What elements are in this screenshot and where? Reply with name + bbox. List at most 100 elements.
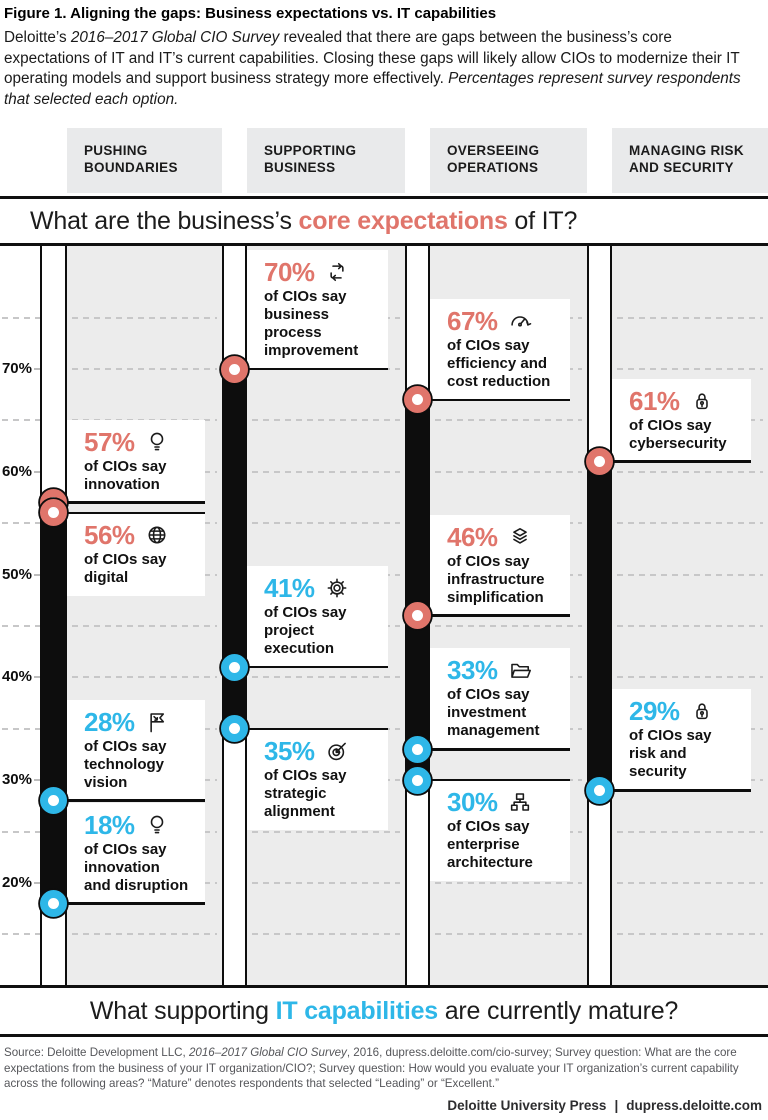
data-label: 30% of CIOs say enterprise architecture bbox=[430, 780, 570, 882]
data-label: 56% of CIOs say digital bbox=[67, 512, 205, 596]
top-question-bar: What are the business’s core expectation… bbox=[0, 196, 768, 246]
gridline bbox=[617, 830, 763, 833]
data-label-text-line: business process bbox=[264, 306, 330, 341]
data-label-text-line: cybersecurity bbox=[629, 434, 727, 452]
gridline bbox=[435, 625, 582, 627]
column-header: SUPPORTING BUSINESS bbox=[247, 128, 405, 193]
data-label-text-line: of CIOs say bbox=[84, 840, 167, 858]
y-axis-label: 40% bbox=[1, 668, 32, 686]
gridline bbox=[252, 933, 400, 936]
data-label-value: 67% bbox=[447, 305, 498, 336]
column-headers: PUSHING BOUNDARIES SUPPORTING BUSINESS OVE… bbox=[0, 128, 768, 193]
data-label: 57% of CIOs say innovation bbox=[67, 419, 205, 503]
y-axis-tick bbox=[34, 882, 40, 884]
data-point-capability bbox=[40, 890, 67, 918]
column-header-label: MANAGING RISK AND SECURITY bbox=[629, 143, 744, 175]
gap-bar bbox=[224, 369, 245, 729]
column-header-label: OVERSEEING OPERATIONS bbox=[447, 143, 540, 175]
org-chart-icon bbox=[507, 789, 533, 815]
data-point-expectation bbox=[404, 386, 431, 414]
gridline bbox=[435, 419, 582, 422]
data-label-text-line: strategic bbox=[264, 784, 327, 802]
column-header: MANAGING RISK AND SECURITY bbox=[612, 128, 768, 193]
data-point-expectation bbox=[586, 448, 613, 476]
flag-icon bbox=[144, 709, 170, 735]
gridline bbox=[252, 522, 400, 525]
gridline bbox=[2, 625, 40, 627]
data-label-text-line: of CIOs say bbox=[447, 552, 530, 570]
connector-line bbox=[234, 367, 388, 371]
gridline bbox=[2, 522, 40, 525]
y-axis-label: 20% bbox=[1, 874, 32, 891]
connector-line bbox=[53, 501, 205, 504]
gridline bbox=[2, 830, 40, 833]
data-label: 28% of CIOs say technology vision bbox=[67, 699, 205, 801]
gridline bbox=[617, 933, 763, 936]
data-label: 35% of CIOs say strategic alignment bbox=[247, 728, 388, 830]
data-label-text-line: investment bbox=[447, 704, 527, 722]
gridline bbox=[617, 882, 763, 884]
bottom-question-highlight: IT capabilities bbox=[275, 996, 439, 1025]
data-label: 33% of CIOs say investment management bbox=[430, 648, 570, 750]
data-label: 41% of CIOs say project execution bbox=[247, 566, 388, 668]
column-header: OVERSEEING OPERATIONS bbox=[430, 128, 587, 193]
bottom-question: What supporting IT capabilities are curr… bbox=[90, 997, 678, 1026]
data-label-text: of CIOs say business process improvement bbox=[264, 288, 382, 360]
chart-region: 70% 60% 50% 40% 30% 20% 57% of CIOs say innovati… bbox=[0, 246, 768, 985]
padlock-icon bbox=[689, 698, 715, 724]
y-axis-label: 30% bbox=[1, 771, 32, 789]
y-axis-tick bbox=[34, 676, 40, 679]
gridline bbox=[2, 933, 40, 936]
data-label-text-line: of CIOs say bbox=[84, 457, 167, 475]
footer-brand: Deloitte University Press bbox=[447, 1098, 607, 1113]
folder-icon bbox=[507, 657, 533, 683]
gridline bbox=[2, 727, 40, 730]
gridline bbox=[2, 419, 40, 422]
data-point-capability bbox=[40, 787, 67, 815]
text-segment: Percentages represent survey respondents… bbox=[4, 70, 741, 108]
gridline bbox=[617, 522, 763, 525]
gauge-icon bbox=[507, 308, 533, 334]
connector-line bbox=[417, 778, 570, 782]
data-label-text: of CIOs say infrastructure simplification bbox=[447, 553, 564, 607]
connector-line bbox=[417, 614, 570, 617]
lightbulb-icon bbox=[144, 429, 170, 455]
data-point-expectation bbox=[221, 355, 248, 383]
connector-line bbox=[53, 902, 205, 905]
source-note: Source: Deloitte Development LLC, 2016–2… bbox=[4, 1045, 762, 1092]
column-panel bbox=[612, 246, 768, 985]
data-label-text: of CIOs say efficiency and cost reduction bbox=[447, 337, 564, 391]
top-question-prefix: What are the business’s bbox=[30, 206, 299, 235]
data-label: 61% of CIOs say cybersecurity bbox=[612, 378, 751, 462]
footer-separator: | bbox=[614, 1098, 619, 1113]
cycle-arrows-icon bbox=[324, 259, 350, 285]
target-arrow-icon bbox=[324, 738, 350, 764]
data-point-capability bbox=[404, 766, 431, 794]
data-label: 29% of CIOs say risk and security bbox=[612, 689, 751, 791]
data-label-text: of CIOs say technology vision bbox=[84, 738, 199, 792]
gridline bbox=[252, 830, 400, 833]
data-label-value: 57% bbox=[84, 426, 135, 457]
data-label-value: 30% bbox=[447, 787, 498, 818]
data-label-text: of CIOs say risk and security bbox=[629, 727, 745, 781]
data-label-value: 18% bbox=[84, 809, 135, 840]
connector-line bbox=[417, 398, 570, 402]
data-label-header: 28% bbox=[84, 709, 199, 735]
data-label-text-line: of CIOs say bbox=[264, 766, 347, 784]
data-label-value: 28% bbox=[84, 706, 135, 737]
text-segment: 2016–2017 Global CIO Survey bbox=[70, 29, 280, 46]
data-point-expectation bbox=[40, 499, 67, 527]
data-label-text-line: architecture bbox=[447, 854, 533, 872]
data-label-value: 41% bbox=[264, 573, 315, 604]
data-label-text-line: execution bbox=[264, 640, 335, 658]
data-point-capability bbox=[404, 735, 431, 763]
data-label-text-line: management bbox=[447, 722, 540, 740]
data-label-header: 33% bbox=[447, 657, 564, 683]
data-label-text-line: of CIOs say bbox=[84, 550, 167, 568]
gridline bbox=[2, 316, 40, 319]
data-label-header: 35% bbox=[264, 738, 382, 764]
data-label-text-line: innovation bbox=[84, 475, 160, 493]
gridline bbox=[72, 625, 217, 627]
text-segment: , 2016, dupress.deloitte.com/cio-survey;… bbox=[4, 1046, 739, 1090]
